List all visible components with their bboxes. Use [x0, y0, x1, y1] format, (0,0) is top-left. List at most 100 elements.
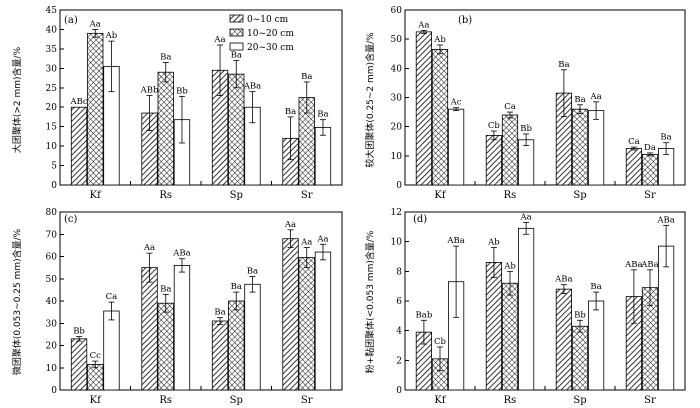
panel-d-significance-label: Aa	[519, 212, 531, 222]
panel-b-significance-label: Ac	[450, 98, 462, 108]
panel-a-bar-sp-d10-20	[228, 73, 245, 186]
legend-label-10-20cm: 10~20 cm	[247, 29, 294, 39]
panel-a-significance-label: ABb	[140, 86, 159, 96]
panel-d: 粉+黏团聚体(<0.053 mm)含量/% (d)	[364, 214, 427, 373]
panel-d-bar-rs-d20-30	[518, 227, 535, 391]
panel-c-ytick-label: 70	[46, 230, 58, 240]
panel-d-significance-label: Ab	[503, 261, 516, 271]
panel-c-ytick-label: 80	[46, 208, 58, 218]
panel-a-significance-label: Ba	[301, 72, 312, 82]
panel-d-ytick-label: 2	[396, 356, 402, 366]
panel-b-ytick-label: 60	[391, 6, 403, 16]
panel-a-significance-label: Ba	[231, 51, 242, 61]
panel-b-bar-rs-d20-30	[518, 139, 535, 186]
panel-a-bar-kf-d0-10	[70, 106, 88, 186]
panel-b-significance-label: Ba	[558, 60, 569, 70]
panel-a-ytick-label: 5	[51, 162, 57, 172]
panel-c-bar-sp-d20-30	[244, 283, 261, 391]
panel-a-ytick-label: 0	[51, 181, 57, 191]
panel-b-ytick-label: 30	[391, 94, 403, 104]
panel-c-bar-rs-d10-20	[157, 302, 174, 391]
panel-b-significance-label: Da	[644, 143, 656, 153]
panel-c-ytick-label: 40	[46, 297, 58, 307]
panel-a-significance-label: Ba	[317, 110, 328, 120]
panel-a-category-label: Sr	[301, 190, 313, 201]
panel-d-significance-label: Ba	[590, 282, 601, 292]
panel-c-bar-sp-d0-10	[211, 320, 229, 391]
panel-b-significance-label: Ca	[628, 137, 640, 147]
panel-b-bar-kf-d0-10	[415, 31, 433, 186]
panel-b-category-label: Sp	[573, 190, 586, 201]
panel-a-ytick-label: 10	[46, 142, 58, 152]
panel-b-ytick-label: 0	[396, 181, 402, 191]
panel-b-bar-sr-d0-10	[625, 148, 643, 186]
panel-c-category-label: Sr	[301, 395, 313, 406]
panel-b-significance-label: Bb	[520, 124, 532, 134]
panel-c-ylabel: 微团聚体(0.053~0.25 mm)含量/%	[11, 228, 23, 375]
panel-a-category-label: Rs	[159, 190, 172, 201]
panel-b-bar-sr-d10-20	[641, 153, 659, 186]
panel-c-ytick-label: 50	[46, 275, 58, 285]
panel-d-category-label: Rs	[504, 395, 517, 406]
panel-d-bar-sp-d0-10	[555, 288, 573, 391]
panel-d-ytick-label: 6	[396, 297, 402, 307]
panel-c-tag: (c)	[64, 214, 78, 225]
panel-b-bar-rs-d10-20	[501, 114, 519, 186]
plot-layer: 051015202530354045KfABcAaAbRsABbBaBbSpAa…	[46, 6, 686, 406]
panel-a-ytick-label: 25	[46, 84, 58, 94]
panel-d-significance-label: ABa	[656, 215, 674, 225]
panel-b-bar-kf-d20-30	[447, 108, 465, 186]
panel-a-ytick-label: 20	[46, 103, 58, 113]
panel-d-significance-label: ABa	[446, 236, 464, 246]
panel-c-ytick-label: 60	[46, 253, 58, 263]
panel-b-ytick-label: 40	[391, 64, 403, 74]
panel-c-bar-sr-d10-20	[298, 257, 315, 391]
panel-a-category-label: Sp	[230, 190, 243, 201]
panel-c-bar-rs-d0-10	[141, 267, 158, 391]
panel-b-ylabel: 较大团聚体(0.25~2 mm)含量/%	[364, 32, 376, 168]
panel-d-category-label: Sr	[644, 395, 656, 406]
panel-b-bar-kf-d10-20	[431, 48, 449, 186]
panel-c-significance-label: Aa	[143, 243, 155, 253]
panel-a-category-label: Kf	[90, 190, 102, 201]
panel-b-ytick-label: 20	[391, 123, 403, 133]
panel-d-ytick-label: 12	[391, 208, 402, 218]
panel-b-category-label: Kf	[434, 190, 446, 201]
panel-a-ytick-label: 15	[46, 123, 58, 133]
panel-b-significance-label: Aa	[589, 92, 601, 102]
panel-b-ytick-label: 10	[391, 152, 403, 162]
panel-c-category-label: Sp	[230, 395, 243, 406]
panel-d-ytick-label: 0	[396, 386, 402, 396]
panel-c-ytick-label: 10	[46, 364, 58, 374]
panel-a-significance-label: Aa	[89, 19, 101, 29]
legend-swatch-20-30cm	[229, 42, 244, 51]
panel-b-bar-sp-d10-20	[571, 108, 589, 186]
panel-c-bar-rs-d20-30	[173, 264, 191, 391]
panel-d-significance-label: Bb	[574, 310, 586, 320]
panel-b-tag: (b)	[458, 15, 472, 26]
panel-c-significance-label: Aa	[316, 234, 328, 244]
panel-d-significance-label: Bab	[416, 310, 433, 320]
panel-c-significance-label: Bb	[73, 327, 85, 337]
panel-b-bar-sp-d20-30	[588, 110, 605, 186]
panel-c-significance-label: ABa	[172, 249, 190, 259]
panel-a-significance-label: ABa	[243, 82, 261, 92]
panel-b-significance-label: Ca	[504, 102, 516, 112]
panel-c-bar-kf-d20-30	[103, 310, 120, 391]
panel-a-significance-label: ABc	[69, 97, 87, 107]
panel-a-significance-label: Ab	[105, 31, 118, 41]
panel-c-significance-label: Ba	[214, 308, 225, 318]
panel-a-significance-label: Ba	[285, 107, 296, 117]
panel-c-significance-label: Ca	[106, 292, 118, 302]
panel-c-significance-label: Ba	[160, 284, 171, 294]
panel-d-significance-label: ABa	[554, 275, 572, 285]
panel-c-significance-label: Ba	[231, 282, 242, 292]
panel-b-ytick-label: 50	[391, 35, 403, 45]
panel-b-significance-label: Aa	[417, 20, 429, 30]
panel-d-ytick-label: 10	[391, 238, 403, 248]
panel-d-category-label: Sp	[573, 395, 586, 406]
panel-a-ytick-label: 30	[46, 64, 58, 74]
panel-a-ytick-label: 40	[46, 25, 58, 35]
panel-d-significance-label: ABa	[640, 260, 658, 270]
